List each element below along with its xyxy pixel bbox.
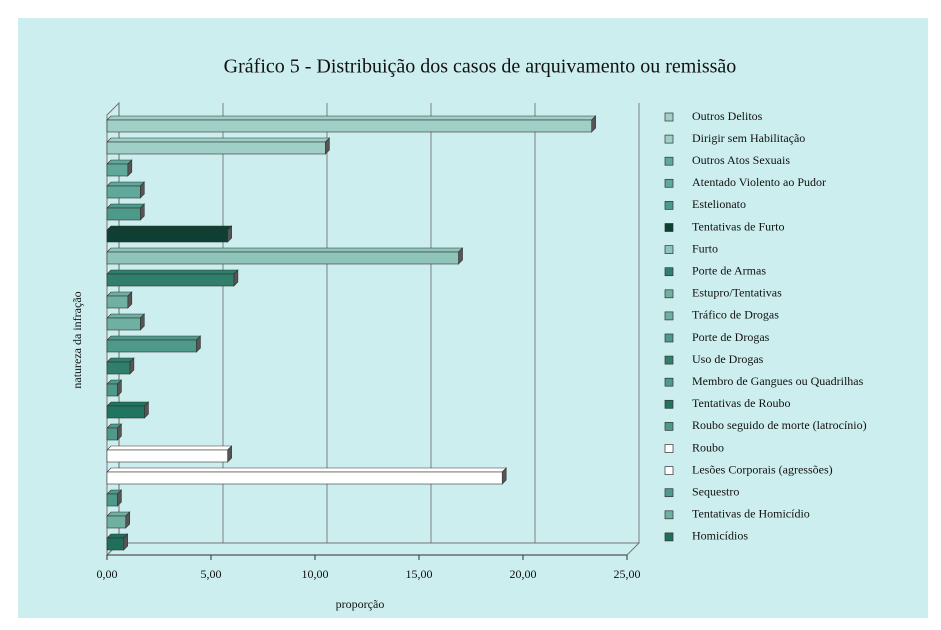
legend-swatch — [664, 223, 674, 232]
legend-label: Porte de Drogas — [692, 330, 770, 344]
y-axis-label: natureza da infração — [70, 291, 84, 388]
legend-label: Estupro/Tentativas — [692, 286, 782, 300]
bar — [106, 141, 326, 155]
legend-swatch — [664, 134, 674, 144]
legend-swatch — [664, 178, 674, 188]
legend-label: Porte de Armas — [692, 263, 766, 277]
legend-label: Outros Atos Sexuais — [692, 153, 790, 167]
legend-label: Membro de Gangues ou Quadrilhas — [692, 374, 864, 388]
legend-swatch — [664, 156, 674, 166]
legend-swatch — [664, 399, 674, 409]
legend-swatch — [664, 201, 674, 210]
legend-swatch — [664, 532, 674, 542]
legend-label: Lesões Corporais (agressões) — [692, 462, 833, 476]
legend-label: Dirigir sem Habilitação — [692, 131, 805, 145]
bar — [106, 317, 141, 331]
legend-label: Sequestro — [692, 484, 739, 498]
bar-top — [106, 445, 233, 451]
legend-swatch — [664, 245, 674, 254]
legend-swatch — [664, 422, 674, 431]
bar — [106, 163, 129, 177]
bar-top — [106, 115, 597, 121]
legend-label: Homicídios — [692, 529, 748, 543]
bar-top — [106, 313, 146, 319]
chart-title: Gráfico 5 - Distribuição dos casos de ar… — [224, 56, 737, 78]
legend-swatch — [664, 267, 674, 277]
legend-label: Atentado Violento ao Pudor — [692, 175, 826, 189]
bar-top — [106, 335, 202, 341]
legend-swatch — [664, 377, 674, 387]
bar-top — [106, 357, 135, 363]
bar — [106, 251, 459, 265]
bar — [106, 361, 131, 375]
legend-label: Outros Delitos — [692, 109, 763, 123]
legend-label: Tentativas de Furto — [692, 219, 784, 233]
legend-label: Tentativas de Homicídio — [692, 507, 810, 521]
bar — [106, 427, 118, 441]
bar — [106, 119, 592, 133]
bar-top — [106, 269, 239, 275]
x-tick-label: 10,00 — [302, 567, 329, 581]
bar-top — [106, 137, 331, 143]
legend-swatch — [664, 466, 674, 475]
bar — [106, 537, 124, 551]
bar — [106, 273, 235, 287]
bar — [106, 339, 197, 353]
legend-swatch — [664, 112, 674, 122]
legend-label: Tentativas de Roubo — [692, 396, 790, 410]
x-tick-label: 5,00 — [201, 567, 222, 581]
bar-top — [106, 181, 146, 187]
bar-top — [106, 467, 507, 473]
bar — [106, 405, 145, 419]
legend-label: Roubo seguido de morte (latrocínio) — [692, 418, 867, 432]
bar — [106, 185, 141, 199]
bar — [106, 383, 118, 397]
bar-top — [106, 225, 233, 231]
chart-background — [18, 18, 928, 618]
x-axis-label: proporção — [336, 597, 385, 611]
bar — [106, 449, 228, 463]
legend-label: Uso de Drogas — [692, 352, 764, 366]
legend-swatch — [664, 311, 674, 321]
x-tick-label: 15,00 — [406, 567, 433, 581]
legend-swatch — [664, 289, 674, 299]
x-tick-label: 0,00 — [97, 567, 118, 581]
legend-label: Roubo — [692, 440, 724, 454]
bar — [106, 207, 141, 221]
legend-label: Estelionato — [692, 197, 746, 211]
bar — [106, 295, 129, 309]
legend-swatch — [664, 488, 674, 498]
bar — [106, 515, 127, 529]
legend-swatch — [664, 355, 674, 365]
x-tick-label: 20,00 — [510, 567, 537, 581]
legend-swatch — [664, 333, 674, 343]
x-tick-label: 25,00 — [614, 567, 641, 581]
bar — [106, 493, 118, 507]
bar — [106, 471, 503, 485]
bar-top — [106, 247, 464, 253]
bar-top — [106, 203, 146, 209]
legend-swatch — [664, 444, 674, 453]
bar — [106, 229, 228, 243]
legend-label: Tráfico de Drogas — [692, 308, 779, 322]
legend-swatch — [664, 510, 674, 520]
legend-label: Furto — [692, 241, 718, 255]
bar-top — [106, 401, 150, 407]
